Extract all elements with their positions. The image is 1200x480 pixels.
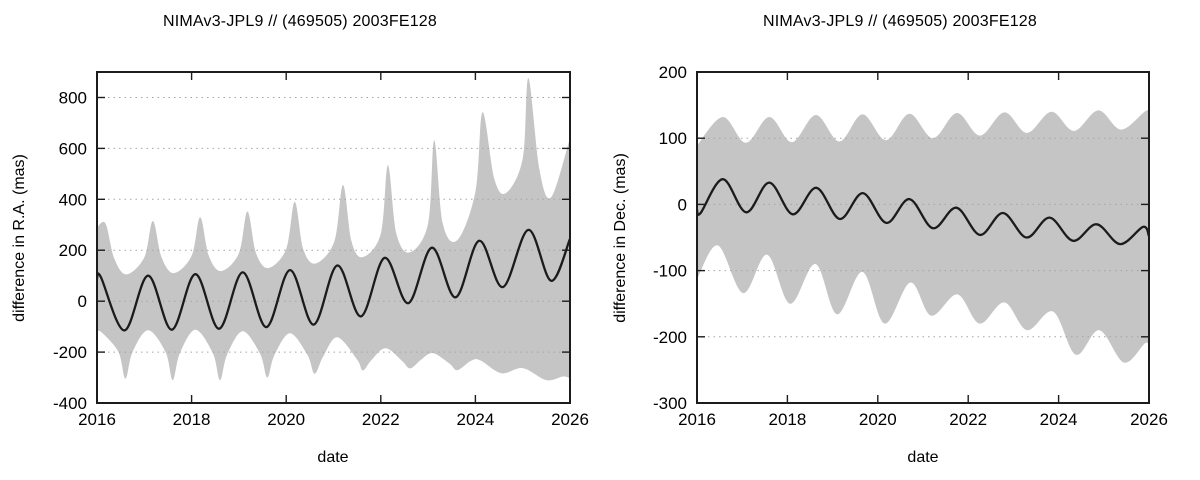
y-tick-label: 600 [59,139,87,158]
y-tick-label: -400 [53,394,87,413]
plot-border [696,71,1150,404]
x-tick-label: 2016 [678,410,716,429]
y-tick-label: 0 [678,195,687,214]
x-tick-label: 2018 [173,410,211,429]
x-tick-label: 2018 [768,410,806,429]
y-tick-label: -300 [653,394,687,413]
dec-x-axis-label: date [907,449,939,466]
ra-chart-title: NIMAv3-JPL9 // (469505) 2003FE128 [162,13,437,30]
y-tick-label: 0 [78,292,87,311]
x-tick-label: 2024 [1040,410,1078,429]
dec-chart-title: NIMAv3-JPL9 // (469505) 2003FE128 [762,13,1037,30]
x-tick-label: 2022 [949,410,987,429]
ra-y-axis-label: difference in R.A. (mas) [11,154,28,322]
x-tick-label: 2026 [1130,410,1168,429]
x-tick-label: 2020 [859,410,897,429]
y-tick-label: -200 [653,328,687,347]
y-tick-label: 800 [59,88,87,107]
ra-difference-line [97,228,570,332]
ra-uncertainty-band [97,78,570,381]
y-tick-label: -200 [53,343,87,362]
y-tick-label: -100 [653,262,687,281]
x-tick-label: 2024 [456,410,494,429]
y-tick-label: 200 [659,63,687,82]
ra-x-axis-label: date [317,449,349,466]
y-tick-label: 200 [59,241,87,260]
y-tick-label: 400 [59,190,87,209]
y-tick-label: 100 [659,129,687,148]
x-tick-label: 2016 [78,410,116,429]
x-tick-label: 2026 [551,410,589,429]
plot-border [96,71,571,404]
dec-difference-line [697,178,1149,246]
x-tick-label: 2020 [267,410,305,429]
x-tick-label: 2022 [362,410,400,429]
dec-uncertainty-band [697,110,1149,363]
dec-y-axis-label: difference in Dec. (mas) [612,153,629,323]
